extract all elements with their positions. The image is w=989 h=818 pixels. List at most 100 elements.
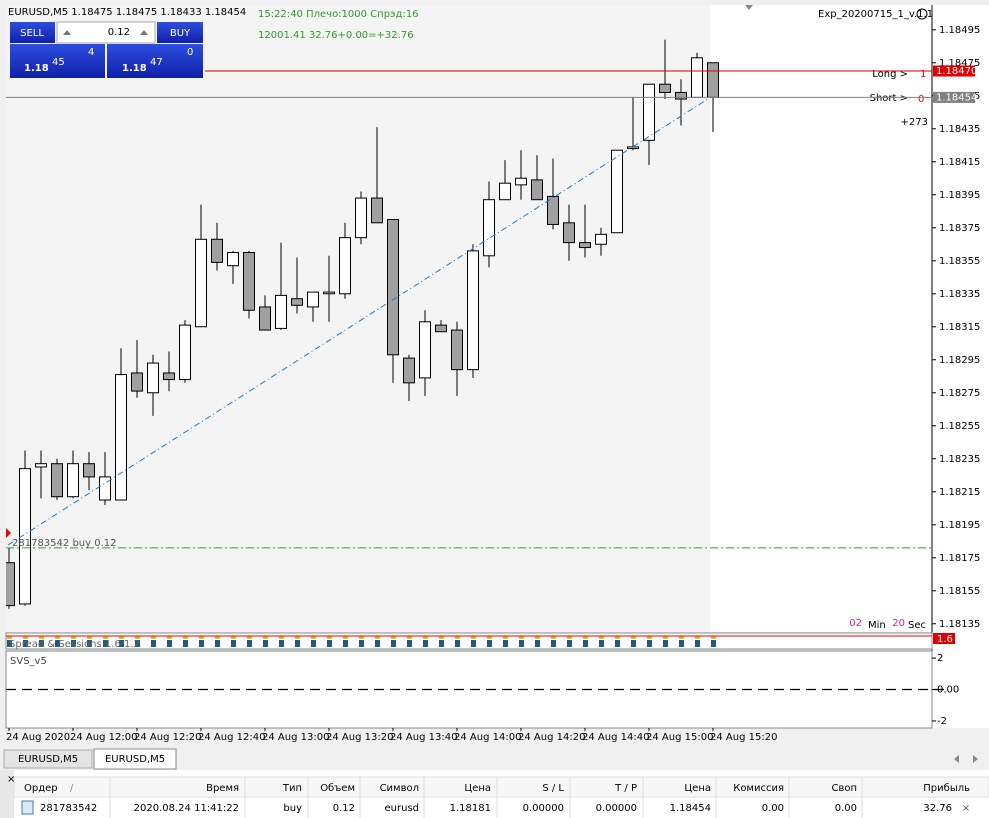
session-square	[679, 640, 684, 647]
candle-body	[195, 238, 207, 328]
table-cell: 0.12	[333, 803, 355, 814]
table-header: Время	[206, 783, 239, 794]
x-tick-label: 24 Aug 12:00	[70, 732, 137, 743]
session-top	[407, 636, 412, 639]
long-count: 1	[920, 69, 926, 80]
session-top	[279, 636, 284, 639]
y-tick-label: 1.18195	[939, 520, 980, 531]
price-tag-bg	[933, 65, 975, 77]
session-square	[295, 640, 300, 647]
x-tick-label: 24 Aug 14:00	[454, 732, 521, 743]
tab[interactable]	[3, 749, 93, 769]
session-top	[583, 636, 588, 639]
session-top	[167, 636, 172, 639]
session-square	[135, 640, 140, 647]
table-close[interactable]: ×	[7, 774, 15, 785]
session-square	[343, 640, 348, 647]
session-square	[119, 640, 124, 647]
x-tick-label: 24 Aug 15:20	[710, 732, 777, 743]
x-tick-label: 24 Aug 12:40	[198, 732, 265, 743]
session-square	[71, 640, 76, 647]
candle-body	[51, 463, 63, 498]
candle-body	[35, 463, 47, 468]
candle-body	[339, 237, 351, 295]
y-tick-label: 1.18395	[939, 190, 980, 201]
table-cell: 2020.08.24 11:41:22	[134, 803, 239, 814]
y-tick-label: 1.18295	[939, 355, 980, 366]
session-top	[215, 636, 220, 639]
y-tick-label: 1.18275	[939, 388, 980, 399]
session-top	[231, 636, 236, 639]
session-top	[439, 636, 444, 639]
trend-line	[7, 96, 712, 546]
session-square	[599, 640, 604, 647]
session-square	[359, 640, 364, 647]
plot	[6, 39, 719, 609]
x-tick-label: 24 Aug 13:00	[262, 732, 329, 743]
session-top	[535, 636, 540, 639]
session-top	[695, 636, 700, 639]
subwindow-name: SVS_v5	[10, 656, 47, 667]
candle-body	[547, 195, 559, 225]
buy-button[interactable]	[157, 22, 203, 43]
table-header: T / P	[614, 783, 637, 794]
session-top	[7, 636, 12, 639]
ask-box[interactable]	[107, 44, 203, 78]
y-tick-label: 1.18355	[939, 256, 980, 267]
timer-sec-label: Sec	[908, 620, 926, 631]
ask-pip: 0	[187, 47, 193, 58]
tab-scroll[interactable]	[954, 755, 978, 763]
candle-body	[643, 83, 655, 141]
lot-down[interactable]	[63, 30, 71, 35]
table-cell: 1.18454	[670, 803, 711, 814]
session-squares	[7, 636, 716, 647]
x-tick-label: 24 Aug 14:40	[582, 732, 649, 743]
session-square	[167, 640, 172, 647]
buy-label: BUY	[170, 28, 191, 39]
candle-body	[659, 83, 671, 93]
table-cell: eurusd	[385, 803, 420, 814]
y-tick-label: 1.18135	[939, 619, 980, 630]
session-square	[39, 640, 44, 647]
table-cell: 0.00	[835, 803, 857, 814]
y-tick-label: 1.18335	[939, 289, 980, 300]
sell-label: SELL	[20, 28, 44, 39]
session-square	[391, 640, 396, 647]
y-tick-label: 1.18495	[939, 25, 980, 36]
y-tick-label: 1.18235	[939, 454, 980, 465]
session-square	[423, 640, 428, 647]
y-tick-label: 1.18415	[939, 157, 980, 168]
y-tick-label: 1.18435	[939, 124, 980, 135]
session-square	[231, 640, 236, 647]
close-order[interactable]: ×	[962, 803, 970, 814]
candle-body	[83, 463, 95, 478]
bid-box[interactable]	[10, 44, 105, 78]
session-square	[279, 640, 284, 647]
lot-input[interactable]	[56, 21, 156, 44]
session-square	[631, 640, 636, 647]
x-tick-label: 24 Aug 2020	[6, 732, 70, 743]
session-square	[519, 640, 524, 647]
session-top	[471, 636, 476, 639]
x-tick-label: 24 Aug 13:40	[390, 732, 457, 743]
candle-body	[707, 62, 719, 98]
session-top	[183, 636, 188, 639]
table-header: Цена	[684, 783, 711, 794]
table-cell: 1.18181	[450, 803, 491, 814]
session-top	[23, 636, 28, 639]
lot-up[interactable]	[140, 30, 148, 35]
session-top	[87, 636, 92, 639]
session-top	[455, 636, 460, 639]
session-top	[567, 636, 572, 639]
candle-body	[243, 252, 255, 311]
table-cell: buy	[283, 803, 302, 814]
y-tick-label: 1.18175	[939, 553, 980, 564]
info-line-1: 15:22:40 Плечо:1000 Спрэд:16	[258, 9, 419, 20]
sell-button[interactable]	[10, 22, 55, 43]
tab-active[interactable]	[93, 748, 177, 770]
session-top	[71, 636, 76, 639]
session-square	[503, 640, 508, 647]
session-square	[55, 640, 60, 647]
session-top	[55, 636, 60, 639]
candle-body	[307, 291, 319, 308]
